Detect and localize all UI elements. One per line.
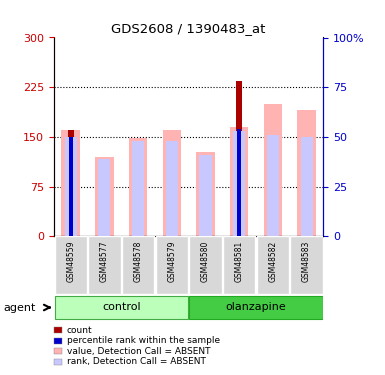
Text: olanzapine: olanzapine bbox=[226, 303, 286, 312]
Bar bbox=[257, 236, 289, 294]
Text: count: count bbox=[67, 326, 92, 335]
Text: GSM48580: GSM48580 bbox=[201, 241, 210, 282]
Bar bbox=[189, 236, 222, 294]
Bar bbox=[199, 155, 211, 236]
Bar bbox=[237, 129, 241, 236]
Text: GSM48559: GSM48559 bbox=[66, 241, 75, 282]
Bar bbox=[99, 159, 110, 236]
Bar bbox=[62, 130, 80, 236]
Bar bbox=[55, 296, 188, 320]
Text: control: control bbox=[102, 303, 141, 312]
Bar bbox=[230, 127, 248, 236]
Bar bbox=[129, 138, 147, 236]
Bar bbox=[267, 135, 279, 236]
Bar bbox=[233, 131, 245, 236]
Bar bbox=[67, 130, 74, 236]
Bar bbox=[132, 141, 144, 236]
Text: agent: agent bbox=[4, 303, 36, 313]
Text: GSM48577: GSM48577 bbox=[100, 241, 109, 282]
Text: GSM48581: GSM48581 bbox=[235, 241, 244, 282]
Bar bbox=[301, 137, 313, 236]
Bar bbox=[290, 236, 323, 294]
Text: GSM48582: GSM48582 bbox=[268, 241, 277, 282]
Text: GSM48583: GSM48583 bbox=[302, 241, 311, 282]
Bar bbox=[122, 236, 154, 294]
Bar bbox=[236, 81, 243, 236]
Bar bbox=[69, 137, 73, 236]
Bar bbox=[95, 157, 114, 236]
Bar bbox=[166, 141, 178, 236]
Bar bbox=[264, 104, 282, 236]
Text: rank, Detection Call = ABSENT: rank, Detection Call = ABSENT bbox=[67, 357, 206, 366]
Bar bbox=[55, 236, 87, 294]
Text: GSM48579: GSM48579 bbox=[167, 241, 176, 282]
Bar bbox=[88, 236, 121, 294]
Bar bbox=[297, 110, 316, 236]
Text: GSM48578: GSM48578 bbox=[134, 241, 142, 282]
Text: value, Detection Call = ABSENT: value, Detection Call = ABSENT bbox=[67, 347, 210, 356]
Title: GDS2608 / 1390483_at: GDS2608 / 1390483_at bbox=[112, 22, 266, 35]
Bar bbox=[189, 296, 323, 320]
Text: percentile rank within the sample: percentile rank within the sample bbox=[67, 336, 220, 345]
Bar bbox=[162, 130, 181, 236]
Bar bbox=[196, 152, 215, 236]
Bar bbox=[65, 137, 77, 236]
Bar bbox=[156, 236, 188, 294]
Bar bbox=[223, 236, 255, 294]
